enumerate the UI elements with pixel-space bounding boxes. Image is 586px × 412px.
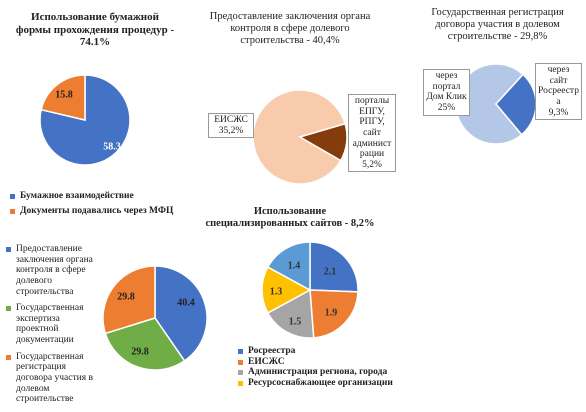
callout-name: через сайт Росреестра	[538, 65, 579, 107]
pie-slice	[309, 241, 359, 293]
legend-label: Документы подавались через МФЦ	[20, 205, 174, 216]
legend-marker	[10, 194, 15, 199]
pie-slice	[261, 266, 312, 314]
data-label: 29.8	[131, 346, 149, 358]
chart-title: Использование бумажной формы прохождения…	[15, 11, 175, 49]
data-label: 40.4	[177, 297, 195, 309]
pie-slice	[39, 74, 131, 166]
data-label: 1.5	[288, 316, 302, 328]
data-label: 58.3	[103, 141, 121, 153]
callout-value: 35,2%	[218, 125, 244, 136]
callout: через портал Дом Клик 25%	[423, 69, 470, 116]
data-label: 1.9	[324, 307, 338, 319]
callout-value: 25%	[437, 102, 456, 113]
legend: Росреестра ЕИСЖС Администрация региона, го…	[238, 346, 438, 389]
legend-marker	[238, 349, 243, 354]
legend-item: ЕИСЖС	[238, 357, 438, 368]
legend-label: Ресурсоснабжающее организации	[248, 377, 393, 388]
pie-slice	[309, 289, 359, 339]
legend-label: Государственная экспертиза проектной док…	[16, 303, 84, 345]
pie-slice	[298, 122, 348, 162]
pie-slice	[104, 317, 186, 371]
callout-value: 5,2%	[362, 159, 382, 170]
legend-marker	[6, 247, 11, 252]
data-label: 1.3	[269, 286, 283, 298]
legend-label: Росреестра	[248, 346, 296, 356]
data-label: 2.1	[323, 266, 337, 278]
callout-value: 9,3%	[548, 107, 569, 118]
legend-marker	[6, 354, 11, 360]
callout: ЕИСЖС 35,2%	[208, 113, 254, 139]
legend-label: Предоставление заключения органа контрол…	[16, 244, 93, 297]
legend-marker	[10, 208, 15, 214]
pie-slice	[154, 265, 208, 362]
pie-slice	[266, 241, 311, 292]
legend-marker	[238, 370, 243, 376]
legend-item: Росреестра	[238, 346, 438, 357]
legend-marker	[6, 306, 11, 312]
legend-marker	[238, 359, 243, 365]
legend-label: Администрация региона, города	[248, 367, 388, 378]
pie-slice	[102, 265, 156, 335]
chart-title: Использование специализированных сайтов …	[205, 206, 375, 230]
legend: Бумажное взаимодействие Документы подавал…	[10, 191, 240, 216]
chart-title: Государственная регистрация договора уча…	[431, 7, 564, 43]
legend-item: Предоставление заключения органа контрол…	[6, 244, 102, 297]
pie-slice	[40, 74, 86, 121]
callout-name: порталы ЕПГУ, РПГУ, сайт администрации	[352, 96, 392, 160]
legend-item: Документы подавались через МФЦ	[10, 206, 240, 217]
callout: через сайт Росреестра 9,3%	[535, 63, 582, 121]
legend-item: Государственная регистрация договора уча…	[6, 352, 102, 405]
legend-label: ЕИСЖС	[248, 356, 285, 367]
legend: Предоставление заключения органа контрол…	[6, 244, 102, 405]
data-label: 29.8	[117, 291, 135, 303]
data-label: 1.4	[287, 260, 301, 272]
legend-label: Бумажное взаимодействие	[20, 191, 134, 201]
legend-item: Ресурсоснабжающее организации	[238, 378, 438, 389]
callout-name: ЕИСЖС	[214, 115, 248, 125]
legend-label: Государственная регистрация договора уча…	[16, 351, 93, 405]
legend-marker	[238, 380, 243, 386]
legend-item: Администрация региона, города	[238, 367, 438, 378]
pie-slice	[266, 288, 315, 339]
callout-name: через портал Дом Клик	[426, 71, 467, 103]
callout: порталы ЕПГУ, РПГУ, сайт администрации 5,…	[348, 94, 396, 173]
legend-item: Бумажное взаимодействие	[10, 191, 240, 202]
data-label: 15.8	[55, 89, 73, 101]
legend-item: Государственная экспертиза проектной док…	[6, 303, 102, 346]
chart-title: Предоставление заключения органа контрол…	[209, 11, 371, 47]
